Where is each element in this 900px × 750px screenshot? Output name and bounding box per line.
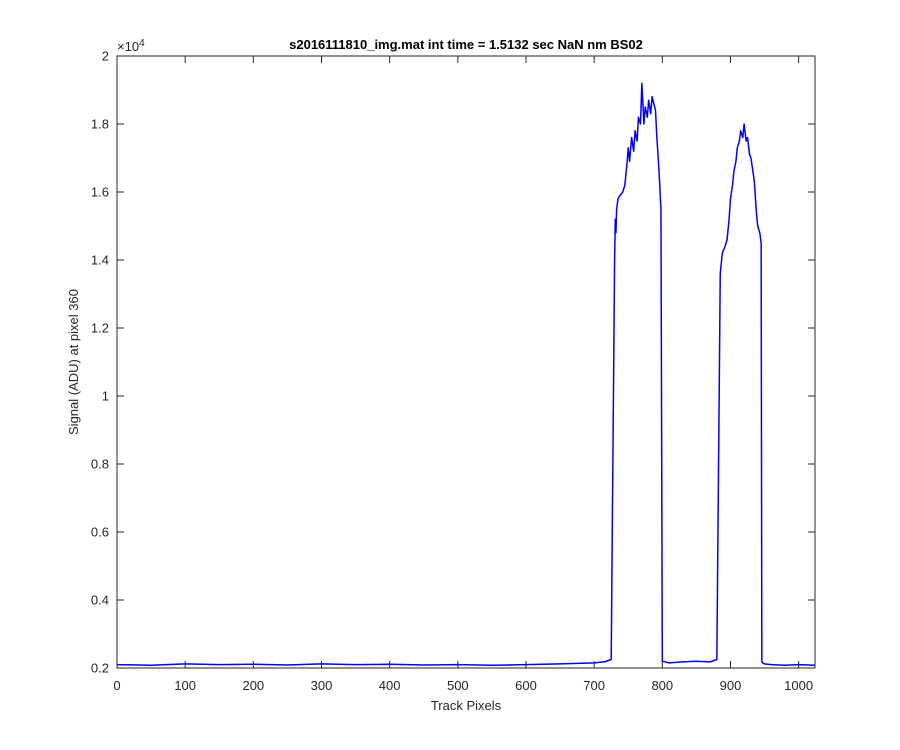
y-tick-label: 1 — [102, 389, 109, 404]
chart-title: s2016111810_img.mat int time = 1.5132 se… — [289, 37, 643, 52]
y-axis-exponent: ×104 — [117, 38, 145, 54]
y-tick-label: 1.6 — [91, 185, 109, 200]
y-axis-exponent-base: ×10 — [117, 39, 139, 54]
x-tick-label: 700 — [583, 678, 605, 693]
y-axis-exponent-power: 4 — [139, 38, 145, 49]
x-axis-label: Track Pixels — [431, 698, 502, 713]
x-tick-label: 1000 — [784, 678, 813, 693]
x-tick-label: 400 — [379, 678, 401, 693]
y-tick-label: 0.6 — [91, 525, 109, 540]
x-tick-label: 0 — [113, 678, 120, 693]
y-axis-label: Signal (ADU) at pixel 360 — [66, 289, 81, 435]
x-tick-label: 600 — [515, 678, 537, 693]
plot-frame — [116, 55, 816, 669]
y-tick-label: 2 — [102, 49, 109, 64]
y-tick-label: 1.8 — [91, 117, 109, 132]
x-tick-label: 200 — [242, 678, 264, 693]
x-tick-label: 100 — [174, 678, 196, 693]
series-layer — [116, 82, 816, 667]
y-tick-label: 0.8 — [91, 457, 109, 472]
x-tick-label: 300 — [311, 678, 333, 693]
x-tick-label: 900 — [720, 678, 742, 693]
x-axis-ticks: 0 100 200 300 400 500 600 700 800 900 1000 — [113, 56, 813, 693]
y-tick-label: 0.2 — [91, 661, 109, 676]
series-line — [116, 82, 816, 667]
y-tick-label: 0.4 — [91, 593, 109, 608]
plot-area — [117, 56, 815, 668]
y-tick-label: 1.4 — [91, 253, 109, 268]
x-tick-label: 800 — [651, 678, 673, 693]
y-tick-label: 1.2 — [91, 321, 109, 336]
x-tick-label: 500 — [447, 678, 469, 693]
y-axis-ticks: 0.2 0.4 0.6 0.8 1 1.2 1.4 1.6 1.8 2 — [91, 49, 815, 676]
